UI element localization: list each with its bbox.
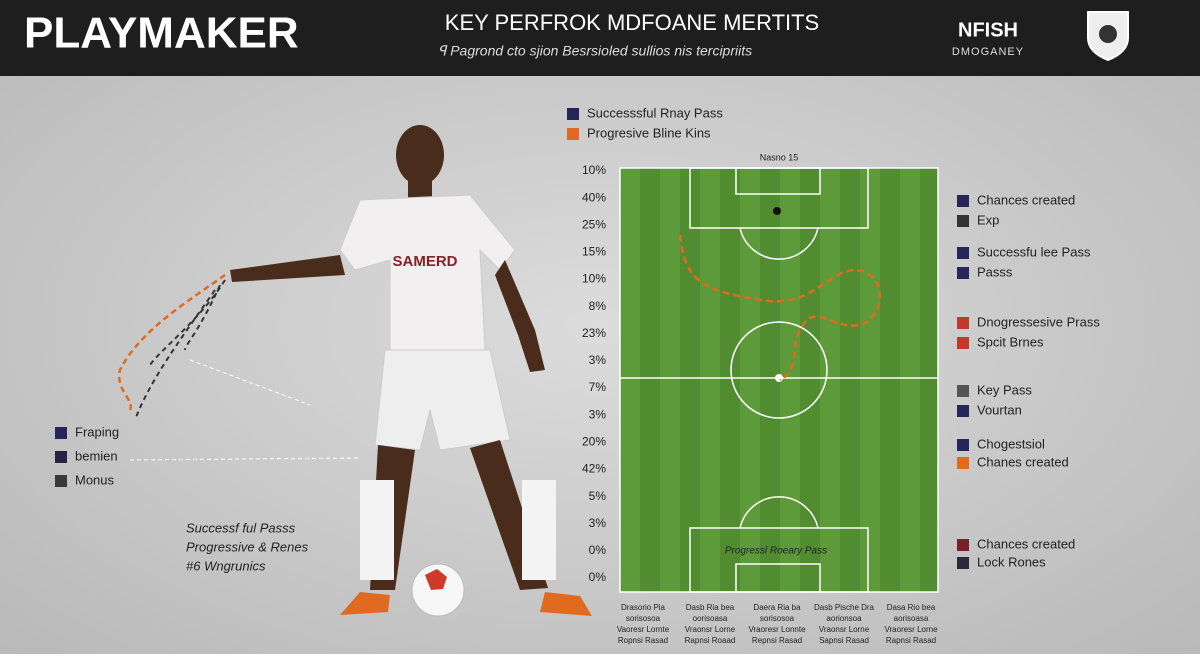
side-label: 15% [582,245,606,259]
pointer-line [189,359,311,406]
side-label: 5% [589,489,607,503]
side-label: 0% [589,543,607,557]
trail [134,279,226,421]
column-note: Drasorio Pia [621,603,666,612]
legend-label: Key Pass [977,382,1032,397]
side-label: 8% [589,299,607,313]
legend-label: Fraping [75,424,119,439]
legend-swatch [957,557,969,569]
note: Progressive & Renes [186,539,309,554]
legend-label: bemien [75,448,118,463]
header-bar [0,0,1200,76]
legend-label: Spcit Brnes [977,334,1044,349]
side-label: 23% [582,326,606,340]
side-label: 42% [582,462,606,476]
title: PLAYMAKER [24,9,299,58]
legend-label: Progresive Bline Kins [587,125,711,140]
crest-emblem [1099,25,1117,43]
side-label: 3% [589,516,607,530]
side-label: 0% [589,570,607,584]
column-note: Vaoresr Lornte [617,625,670,634]
column-note: Vraoresr Lonnte [748,625,806,634]
heading: KEY PERFROK MDFOANE MERTITS [445,10,819,35]
pitch-caption: Nasno 15 [760,152,799,162]
column-note: Dasb Pische Dra [814,603,875,612]
legend-label: Vourtan [977,402,1022,417]
legend-label: Monus [75,472,115,487]
svg-text:SAMERD: SAMERD [392,253,457,270]
side-label: 3% [589,407,607,421]
legend-swatch [957,439,969,451]
side-label: 3% [589,353,607,367]
side-label: 7% [589,380,607,394]
brand: NFISH [958,19,1018,41]
side-label: 25% [582,217,606,231]
legend-label: Passs [977,264,1013,279]
column-note: Vraonsr Lorne [819,625,870,634]
legend-label: Lock Rones [977,554,1046,569]
ball-marker [773,207,781,215]
column-note: Daera Ria ba [753,603,801,612]
column-note: Repnsi Rasad [752,636,802,645]
player: SAMERD [230,125,592,617]
column-note: Dasb Ria bea [686,603,735,612]
legend-swatch [55,475,67,487]
column-note: sorisosoa [626,614,661,623]
column-note: Vraoresr Lorne [884,625,938,634]
legend-label: Chances created [977,536,1075,551]
legend-swatch [957,405,969,417]
legend-label: Exp [977,212,999,227]
legend-swatch [957,195,969,207]
legend-swatch [957,317,969,329]
column-note: aorisoasa [894,614,929,623]
pitch-box-label: Progressl Roeary Pass [725,546,827,557]
legend-swatch [957,337,969,349]
column-note: aorionsoa [826,614,862,623]
legend-label: Dnogressesive Prass [977,314,1100,329]
pass-route [678,234,882,382]
column-note: Vraonsr Lorne [685,625,736,634]
legend-label: Chanes created [977,454,1069,469]
legend-swatch [957,457,969,469]
trail [117,273,226,411]
legend-label: Successsful Rnay Pass [587,105,723,120]
legend-swatch [567,128,579,140]
side-label: 10% [582,163,606,177]
column-note: sorisosoa [760,614,795,623]
column-note: Ropnsi Rasad [618,636,668,645]
column-note: Rapnsi Roaad [685,636,736,645]
legend-swatch [55,451,67,463]
legend-swatch [957,215,969,227]
legend-label: Chogestsiol [977,436,1045,451]
note: Successf ful Passs [186,520,296,535]
legend-swatch [957,247,969,259]
legend-swatch [567,108,579,120]
subheading: ꟼ Pagrond cto sjion Besrsioled sullios n… [438,43,752,59]
brand-sub: DMOGANEY [952,46,1024,58]
pointer-line [129,457,361,461]
column-note: Dasa Rio bea [887,603,936,612]
legend-swatch [55,427,67,439]
legend-label: Successfu lee Pass [977,244,1091,259]
side-label: 10% [582,272,606,286]
legend-swatch [957,385,969,397]
side-label: 40% [582,190,606,204]
note: #6 Wngrunics [186,558,266,573]
legend-label: Chances created [977,192,1075,207]
legend-swatch [957,267,969,279]
column-note: Rapnsi Rasad [886,636,936,645]
legend-swatch [957,539,969,551]
side-label: 20% [582,435,606,449]
centre-spot [775,374,783,382]
column-note: Sapnsi Rasad [819,636,869,645]
column-note: oorisoasa [693,614,728,623]
